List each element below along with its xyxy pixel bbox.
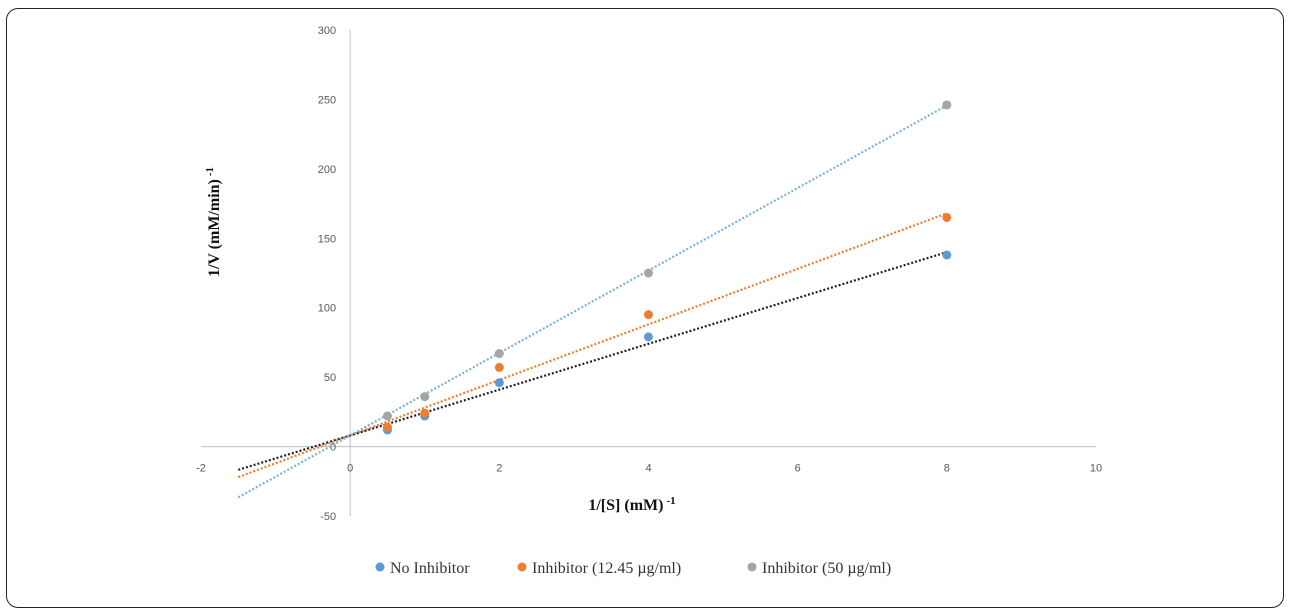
legend-marker	[517, 562, 527, 572]
lineweaver-burk-chart: -2 0 2 4 6 8 10 -50 0 50 100 150 200 250 300 1/[S] (m…	[196, 25, 1102, 577]
x-tick-labels: -2 0 2 4 6 8 10	[196, 463, 1102, 475]
legend: No Inhibitor Inhibitor (12.45 µg/ml) Inhib…	[375, 560, 891, 577]
y-tick-label: 0	[330, 442, 336, 454]
data-point	[644, 268, 653, 278]
data-point	[942, 250, 952, 260]
data-points	[382, 100, 952, 435]
x-tick-label: 4	[645, 463, 651, 475]
legend-marker	[375, 562, 385, 572]
y-tick-label: 50	[324, 372, 336, 384]
data-point	[382, 422, 392, 432]
data-point	[420, 392, 430, 402]
x-tick-label: 10	[1090, 463, 1102, 475]
trendline	[237, 251, 948, 471]
data-point	[382, 411, 392, 421]
data-point	[494, 362, 504, 372]
x-tick-label: 6	[795, 463, 801, 475]
data-point	[942, 212, 952, 222]
data-point	[942, 100, 952, 110]
y-tick-label: 100	[318, 303, 336, 315]
y-tick-label: 300	[318, 25, 336, 37]
trendlines	[237, 104, 948, 499]
data-point	[494, 378, 504, 388]
y-tick-label: -50	[320, 511, 336, 523]
trendline	[237, 104, 948, 499]
data-point	[494, 349, 504, 359]
y-tick-label: 150	[318, 233, 336, 245]
x-tick-label: 2	[496, 463, 502, 475]
y-tick-labels: -50 0 50 100 150 200 250 300	[318, 25, 336, 523]
legend-marker	[747, 562, 757, 572]
x-axis-title: 1/[S] (mM) -1	[588, 495, 675, 514]
legend-label: No Inhibitor	[390, 560, 470, 577]
y-axis-title: 1/V (mM/min)-1	[204, 167, 223, 277]
data-point	[644, 332, 653, 342]
x-tick-label: -2	[196, 463, 206, 475]
data-point	[644, 310, 653, 320]
y-tick-label: 200	[318, 164, 336, 176]
x-tick-label: 8	[944, 463, 950, 475]
legend-label: Inhibitor (12.45 µg/ml)	[532, 560, 681, 577]
y-tick-label: 250	[318, 94, 336, 106]
x-tick-label: 0	[347, 463, 353, 475]
data-point	[420, 408, 430, 418]
legend-label: Inhibitor (50 µg/ml)	[762, 560, 891, 577]
